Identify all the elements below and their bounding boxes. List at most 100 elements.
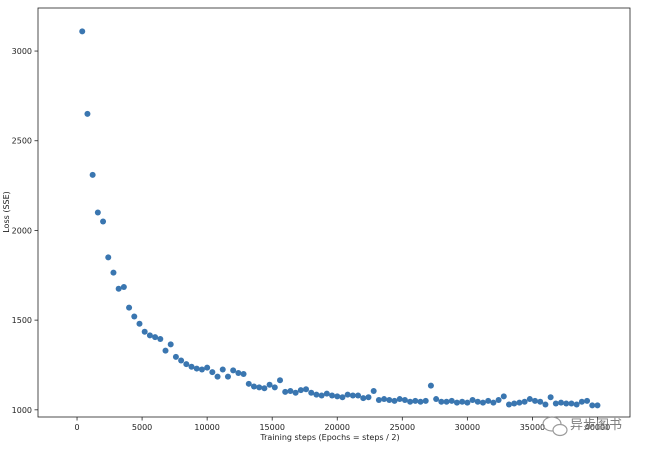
data-point: [490, 399, 497, 406]
data-point: [204, 364, 211, 371]
data-point: [532, 397, 539, 404]
data-point: [209, 369, 216, 376]
data-point: [313, 391, 320, 398]
data-point: [547, 394, 554, 401]
x-axis: 0 5000 10000 15000 20000 25000 30000 35000 40000: [74, 417, 610, 432]
data-point: [542, 401, 549, 408]
x-tick-label: 0: [74, 423, 79, 432]
data-point: [396, 396, 403, 403]
data-point: [505, 401, 512, 408]
data-point: [417, 398, 424, 405]
data-point: [261, 385, 268, 392]
data-point: [329, 392, 336, 399]
watermark-text: 异步图书: [570, 418, 622, 433]
data-point: [459, 398, 466, 405]
data-point: [240, 370, 247, 377]
data-point: [485, 397, 492, 404]
x-tick-label: 10000: [194, 423, 219, 432]
data-point: [282, 388, 289, 395]
data-point: [521, 398, 528, 405]
data-point: [552, 400, 559, 407]
data-point: [172, 353, 179, 360]
data-point: [500, 393, 507, 400]
data-point: [193, 365, 200, 372]
data-point: [245, 380, 252, 387]
data-point: [381, 396, 388, 403]
data-point: [344, 391, 351, 398]
x-tick-label: 5000: [132, 423, 152, 432]
data-point: [115, 285, 122, 292]
data-point: [464, 399, 471, 406]
data-point: [386, 396, 393, 403]
data-point: [589, 402, 596, 409]
data-point: [105, 254, 112, 261]
data-point: [178, 357, 185, 364]
data-point: [453, 399, 460, 406]
data-point: [152, 334, 159, 341]
x-tick-label: 15000: [259, 423, 284, 432]
data-point: [292, 389, 299, 396]
data-point: [157, 335, 164, 342]
x-axis-label: Training steps (Epochs = steps / 2): [259, 433, 399, 442]
data-point: [391, 397, 398, 404]
data-point: [308, 389, 315, 396]
data-point: [375, 396, 382, 403]
data-point: [131, 313, 138, 320]
data-point: [146, 332, 153, 339]
data-point: [126, 304, 133, 311]
data-point: [141, 328, 148, 335]
data-point: [162, 347, 169, 354]
data-point: [84, 110, 91, 117]
data-point: [303, 386, 310, 393]
data-point: [120, 283, 127, 290]
data-points: [79, 28, 601, 409]
data-point: [537, 398, 544, 405]
data-point: [365, 394, 372, 401]
y-axis-label: Loss (SSE): [2, 191, 11, 233]
data-point: [349, 392, 356, 399]
data-point: [287, 387, 294, 394]
data-point: [334, 393, 341, 400]
data-point: [230, 367, 237, 374]
data-point: [79, 28, 86, 35]
data-point: [355, 392, 362, 399]
x-tick-label: 30000: [455, 423, 480, 432]
data-point: [323, 390, 330, 397]
data-point: [89, 171, 96, 178]
data-point: [271, 384, 278, 391]
x-tick-label: 20000: [325, 423, 350, 432]
data-point: [235, 370, 242, 377]
data-point: [360, 395, 367, 402]
data-point: [479, 399, 486, 406]
x-tick-label: 35000: [520, 423, 545, 432]
x-tick-label: 40000: [585, 423, 610, 432]
data-point: [167, 341, 174, 348]
data-point: [558, 399, 565, 406]
data-point: [219, 366, 226, 373]
data-point: [110, 269, 117, 276]
y-tick-label: 3000: [12, 47, 32, 56]
data-point: [443, 398, 450, 405]
data-point: [94, 209, 101, 216]
data-point: [183, 361, 190, 368]
data-point: [277, 377, 284, 384]
data-point: [214, 373, 221, 380]
y-tick-label: 2000: [12, 226, 32, 235]
data-point: [318, 392, 325, 399]
data-point: [511, 400, 518, 407]
data-point: [433, 396, 440, 403]
data-point: [422, 397, 429, 404]
data-point: [573, 401, 580, 408]
data-point: [401, 396, 408, 403]
data-point: [224, 373, 231, 380]
data-point: [198, 366, 205, 373]
data-point: [563, 400, 570, 407]
data-point: [256, 384, 263, 391]
plot-frame: [37, 7, 631, 418]
data-point: [100, 218, 107, 225]
y-tick-label: 1500: [12, 316, 32, 325]
data-point: [427, 382, 434, 389]
data-point: [578, 398, 585, 405]
data-point: [297, 387, 304, 394]
